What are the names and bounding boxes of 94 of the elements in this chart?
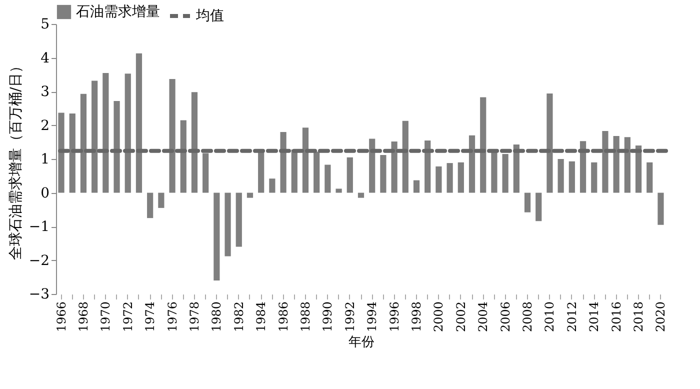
bar [124, 74, 131, 193]
bar [546, 94, 553, 193]
bar [246, 192, 254, 198]
bar [380, 154, 386, 193]
x-tick-label: 1992 [342, 302, 357, 332]
x-tick-label: 2004 [476, 301, 490, 332]
x-tick-label: 2008 [520, 302, 535, 332]
bar [658, 192, 664, 225]
y-tick-label: 3 [40, 84, 50, 100]
bar [580, 141, 586, 193]
bar [80, 94, 87, 193]
x-tick-label: 2020 [654, 302, 668, 332]
bar [158, 192, 164, 208]
bar [336, 188, 342, 193]
bar [391, 141, 398, 193]
bar [269, 178, 276, 193]
bar [314, 152, 320, 193]
x-tick-label: 1978 [187, 302, 202, 332]
bar [624, 137, 630, 193]
x-tick-label: 1984 [254, 301, 268, 332]
bar [202, 153, 209, 193]
y-tick-label: −2 [28, 252, 50, 269]
x-axis-title: 年份 [348, 335, 374, 350]
bar [613, 136, 620, 193]
x-tick-label: 1996 [387, 302, 402, 332]
bar [502, 154, 508, 193]
x-tick-label: 1994 [365, 301, 380, 332]
y-axis-title: 全球石油需求增量（百万桶/日） [8, 59, 24, 260]
bar [524, 192, 531, 212]
bar [468, 135, 476, 193]
x-tick-label: 2016 [609, 302, 624, 332]
x-tick-label: 1988 [298, 302, 312, 332]
bar [358, 192, 364, 198]
x-tick-label: 1974 [143, 301, 158, 332]
y-tick-label: 2 [40, 118, 50, 134]
bar [324, 164, 331, 193]
bar [302, 128, 309, 193]
bar [191, 92, 198, 193]
bar [291, 150, 298, 193]
bar [413, 180, 420, 193]
bar [536, 192, 542, 222]
bar [646, 162, 653, 193]
x-tick-label: 1976 [165, 302, 180, 332]
x-tick-label: 1966 [54, 302, 68, 332]
x-tick-label: 1986 [276, 302, 290, 332]
x-tick-label: 2012 [564, 302, 579, 332]
bar [558, 159, 564, 193]
bar [224, 192, 231, 256]
y-tick-label: −3 [28, 286, 50, 302]
bar [568, 161, 575, 193]
y-tick-label: 4 [40, 50, 50, 66]
bar [480, 97, 486, 193]
x-tick-label: 1990 [320, 302, 335, 332]
y-tick-label: −1 [28, 219, 50, 235]
bar [602, 130, 608, 193]
bar [236, 192, 242, 247]
bar [591, 162, 598, 193]
y-tick-label: 1 [40, 152, 50, 168]
bar [424, 140, 431, 193]
bar [114, 100, 120, 193]
bar [180, 120, 186, 193]
y-tick-label: 0 [40, 185, 50, 202]
bar [214, 192, 220, 280]
x-tick-label: 1972 [120, 302, 135, 332]
bar [436, 166, 442, 193]
x-tick-label: 2014 [587, 301, 602, 332]
x-tick-label: 2018 [632, 302, 646, 332]
x-tick-label: 1970 [98, 302, 113, 332]
bar [402, 120, 408, 193]
bar [92, 80, 98, 193]
bar [346, 157, 353, 193]
bar [369, 138, 376, 193]
x-tick-label: 2006 [498, 302, 512, 332]
bar [136, 53, 142, 193]
bar [458, 162, 464, 193]
legend-label: 均值 [195, 8, 224, 24]
legend-label: 石油需求增量 [76, 4, 160, 20]
x-tick-label: 1980 [210, 302, 224, 332]
x-tick-label: 1968 [76, 302, 90, 332]
bar [258, 151, 264, 193]
x-tick-label: 2000 [432, 302, 446, 332]
bar [169, 79, 176, 193]
x-tick-label: 1982 [232, 302, 246, 332]
x-tick-label: 2002 [454, 302, 468, 332]
y-tick-label: 5 [40, 16, 50, 32]
bar [147, 192, 154, 218]
x-tick-label: 2010 [542, 302, 557, 332]
bar [69, 113, 76, 193]
bar [513, 144, 520, 193]
x-tick-label: 1998 [410, 302, 424, 332]
bar [446, 163, 453, 193]
bar [280, 132, 286, 193]
bar [102, 72, 109, 193]
bar [635, 146, 642, 193]
